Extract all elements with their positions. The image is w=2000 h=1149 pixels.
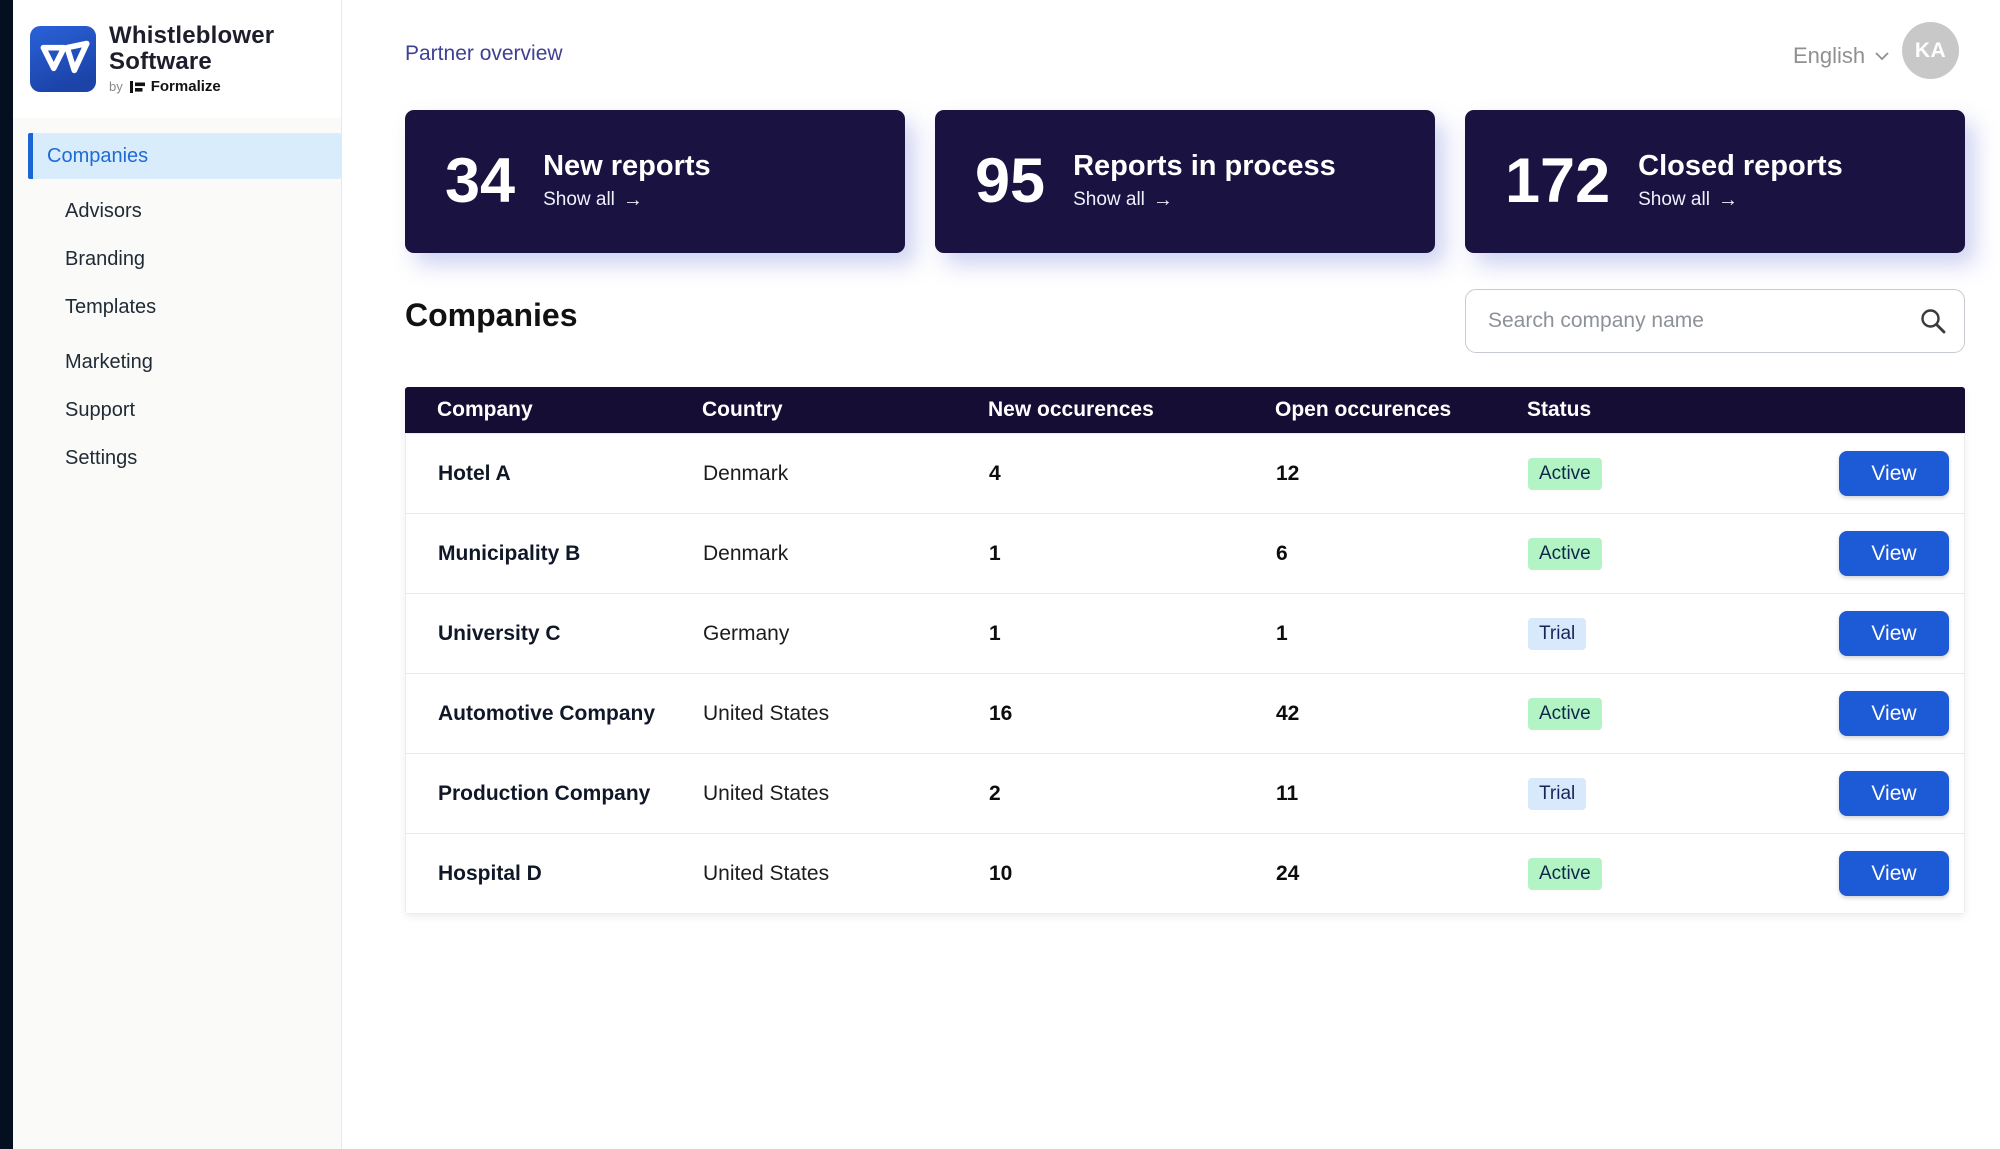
sidebar-item-advisors[interactable]: Advisors <box>65 199 142 222</box>
new-occurences-value: 10 <box>989 861 1013 885</box>
column-header-company: Company <box>437 398 533 421</box>
reports-in-process-show-all-link[interactable]: Show all → <box>1073 189 1336 212</box>
table-row: Automotive Company United States 16 42 A… <box>406 673 1964 753</box>
company-country: Germany <box>703 621 790 645</box>
new-occurences-value: 1 <box>989 541 1001 565</box>
breadcrumb[interactable]: Partner overview <box>405 42 563 65</box>
arrow-right-icon: → <box>1717 188 1738 211</box>
status-badge: Trial <box>1528 777 1587 810</box>
company-country: United States <box>703 861 830 885</box>
brand-name-line2: Software <box>109 48 212 75</box>
table-row: University C Germany 1 1 Trial View <box>406 593 1964 673</box>
open-occurences-value: 1 <box>1276 621 1288 645</box>
table-row: Production Company United States 2 11 Tr… <box>406 753 1964 833</box>
new-reports-show-all-link[interactable]: Show all → <box>543 189 711 212</box>
view-button[interactable]: View <box>1839 771 1949 816</box>
formalize-label: Formalize <box>150 78 221 95</box>
by-label: by <box>109 79 123 94</box>
table-header-row: Company Country New occurences Open occu… <box>405 387 1965 433</box>
company-name: Production Company <box>438 781 651 805</box>
company-country: United States <box>703 701 830 725</box>
whistleblower-logo-icon <box>30 26 96 92</box>
company-name: Municipality B <box>438 541 581 565</box>
column-header-status: Status <box>1527 398 1592 421</box>
language-selector[interactable]: English <box>1793 43 1889 69</box>
column-header-new-occurences: New occurences <box>988 398 1154 421</box>
sidebar-item-support[interactable]: Support <box>65 398 136 421</box>
sidebar-item-settings[interactable]: Settings <box>65 446 138 469</box>
view-button[interactable]: View <box>1839 611 1949 656</box>
status-badge: Active <box>1528 697 1602 730</box>
new-occurences-value: 16 <box>989 701 1013 725</box>
status-badge: Trial <box>1528 617 1587 650</box>
open-occurences-value: 12 <box>1276 461 1300 485</box>
company-name: Automotive Company <box>438 701 656 725</box>
stat-cards: 34 New reports Show all → 95 Reports in … <box>405 110 1965 253</box>
new-occurences-value: 4 <box>989 461 1001 485</box>
sidebar-item-companies[interactable]: Companies <box>28 133 341 179</box>
avatar[interactable]: KA <box>1902 22 1959 79</box>
open-occurences-value: 42 <box>1276 701 1300 725</box>
avatar-initials: KA <box>1914 38 1947 62</box>
closed-reports-card: 172 Closed reports Show all → <box>1465 110 1965 253</box>
page-title: Companies <box>405 297 578 333</box>
arrow-right-icon: → <box>622 188 643 211</box>
new-reports-title: New reports <box>543 150 711 183</box>
formalize-icon <box>129 80 145 93</box>
open-occurences-value: 6 <box>1276 541 1288 565</box>
company-name: University C <box>438 621 561 645</box>
company-search <box>1465 289 1965 353</box>
new-occurences-value: 1 <box>989 621 1001 645</box>
brand-name: Whistleblower Software by Formalize <box>109 22 275 96</box>
window-edge-strip <box>0 0 13 1149</box>
brand-name-line1: Whistleblower <box>109 22 275 49</box>
company-country: Denmark <box>703 541 789 565</box>
status-badge: Active <box>1528 857 1602 890</box>
language-label: English <box>1793 43 1866 68</box>
view-button[interactable]: View <box>1839 451 1949 496</box>
chevron-down-icon <box>1875 51 1889 60</box>
brand-logo: Whistleblower Software by Formalize <box>13 0 341 118</box>
company-country: Denmark <box>703 461 789 485</box>
table-row: Hospital D United States 10 24 Active Vi… <box>406 833 1964 913</box>
reports-in-process-card: 95 Reports in process Show all → <box>935 110 1435 253</box>
search-input[interactable] <box>1465 289 1965 353</box>
column-header-open-occurences: Open occurences <box>1275 398 1452 421</box>
open-occurences-value: 24 <box>1276 861 1300 885</box>
open-occurences-value: 11 <box>1276 781 1299 805</box>
show-all-label: Show all <box>1073 189 1145 211</box>
status-badge: Active <box>1528 537 1602 570</box>
sidebar-nav: Companies Advisors Branding Templates Ma… <box>13 133 341 481</box>
search-icon[interactable] <box>1919 307 1947 335</box>
closed-reports-title: Closed reports <box>1638 150 1843 183</box>
show-all-label: Show all <box>543 189 615 211</box>
closed-reports-show-all-link[interactable]: Show all → <box>1638 189 1843 212</box>
column-header-country: Country <box>702 398 783 421</box>
reports-in-process-title: Reports in process <box>1073 150 1336 183</box>
company-country: United States <box>703 781 830 805</box>
view-button[interactable]: View <box>1839 691 1949 736</box>
view-button[interactable]: View <box>1839 531 1949 576</box>
closed-reports-count: 172 <box>1505 146 1611 216</box>
companies-table: Company Country New occurences Open occu… <box>405 387 1965 914</box>
reports-in-process-count: 95 <box>975 146 1046 216</box>
new-reports-card: 34 New reports Show all → <box>405 110 905 253</box>
table-row: Municipality B Denmark 1 6 Active View <box>406 513 1964 593</box>
table-row: Hotel A Denmark 4 12 Active View <box>406 433 1964 513</box>
show-all-label: Show all <box>1638 189 1710 211</box>
company-name: Hospital D <box>438 861 542 885</box>
new-reports-count: 34 <box>445 146 516 216</box>
new-occurences-value: 2 <box>989 781 1001 805</box>
view-button[interactable]: View <box>1839 851 1949 896</box>
sidebar: Whistleblower Software by Formalize Comp… <box>13 0 342 1149</box>
sidebar-item-branding[interactable]: Branding <box>65 247 146 270</box>
sidebar-item-marketing[interactable]: Marketing <box>65 350 153 373</box>
arrow-right-icon: → <box>1152 188 1173 211</box>
sidebar-item-templates[interactable]: Templates <box>65 295 157 318</box>
status-badge: Active <box>1528 457 1602 490</box>
company-name: Hotel A <box>438 461 511 485</box>
